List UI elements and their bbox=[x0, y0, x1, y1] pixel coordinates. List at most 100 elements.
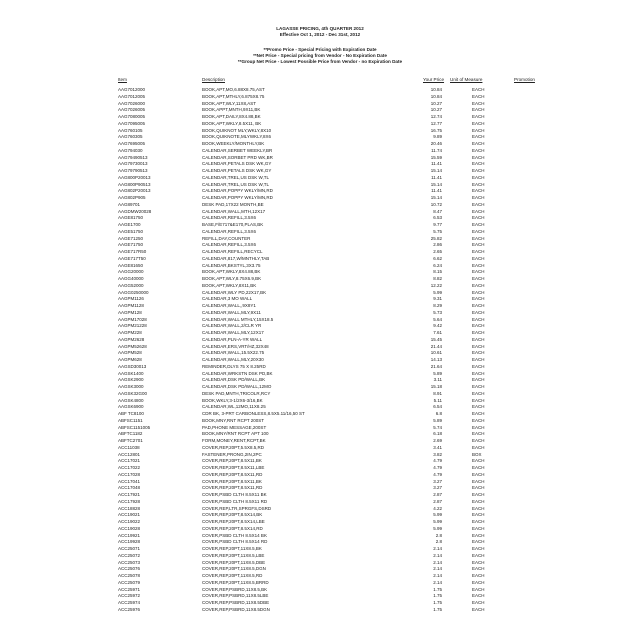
table-row: AAGSK1400 CALENDAR,WRKSTN DSK PD,BK 5.89 EA… bbox=[0, 371, 640, 378]
table-row: AAGSD30013 REMINDER,DLYS 75 X 8.25RD 21.64… bbox=[0, 364, 640, 371]
unit-of-measure: EACH bbox=[472, 215, 485, 221]
table-row: AAG7080005 BOOK,APT,DAILY,8X4.88,BK 12.74 E… bbox=[0, 114, 640, 121]
unit-of-measure: EACH bbox=[472, 586, 485, 592]
item-description: BOOK,APT,WLY,8.75X6.9,BK bbox=[202, 276, 262, 281]
table-row: AAG7012005 BOOK,APT,MTHLY,6.875X8.75 10.84… bbox=[0, 94, 640, 101]
unit-of-measure: EACH bbox=[472, 390, 485, 396]
item-description: BOOK,APT,MO,6.88X8.75,AST bbox=[202, 87, 265, 92]
unit-of-measure: EACH bbox=[472, 559, 485, 565]
table-row: ACC17028 COVER,REP,20PT,8.5X11,RD 4.79 EACH bbox=[0, 472, 640, 479]
item-number: ACC25976 bbox=[118, 606, 141, 612]
item-number: ACC17021 bbox=[118, 458, 141, 464]
item-description: CALENDAR,WL,12MO,11X8.25 bbox=[202, 404, 266, 410]
unit-of-measure: EACH bbox=[472, 505, 485, 511]
unit-of-measure: EACH bbox=[472, 147, 485, 153]
unit-of-measure: EACH bbox=[472, 431, 485, 437]
table-row: AAG79730013 CALENDAR,PETALS DSK WK,GY 11.4… bbox=[0, 161, 640, 168]
item-number: ACC25073 bbox=[118, 559, 141, 565]
unit-of-measure: EACH bbox=[472, 411, 485, 416]
item-description: COVER,REP,20PT,8.5X11,BK bbox=[202, 478, 262, 484]
item-number: ACC17022 bbox=[118, 465, 141, 470]
item-number: AAGSK4800 bbox=[118, 397, 144, 403]
item-description: COVER,REP,PSBRD,11X8.5LBE bbox=[202, 593, 269, 599]
unit-of-measure: EACH bbox=[472, 188, 485, 194]
item-price: 5.74 bbox=[433, 424, 442, 430]
item-description: CALENDAR,WALL MTHLY,15X18.5 bbox=[202, 316, 274, 322]
unit-of-measure: EACH bbox=[472, 296, 485, 302]
unit-of-measure: EACH bbox=[472, 357, 485, 362]
unit-of-measure: EACH bbox=[472, 93, 485, 99]
item-description: COVER,REP,PSBRD,11X8.5DBE bbox=[202, 600, 270, 605]
table-row: AAG7026005 BOOK,APPT,MNTH,9X11,BK 10.27 EAC… bbox=[0, 107, 640, 114]
unit-of-measure: EACH bbox=[472, 384, 485, 389]
item-price: 15.14 bbox=[430, 181, 442, 187]
unit-of-measure: EACH bbox=[472, 539, 485, 545]
item-price: 2.14 bbox=[433, 552, 442, 558]
item-number: ACC25078 bbox=[118, 573, 141, 578]
item-description: CALENDAR,SORBET PRD WK,BR bbox=[202, 154, 273, 160]
item-number: AAGE81650 bbox=[118, 262, 144, 268]
item-description: COVER,PSBD CLTH 8.5X14 BK bbox=[202, 532, 267, 538]
unit-of-measure: EACH bbox=[472, 107, 485, 113]
item-description: CDR BK, 3-PRT CARBONLESS,8.5X5.11/16,50 … bbox=[202, 411, 305, 416]
item-description: COVER,REP,20PT,8.5X11,LBE bbox=[202, 465, 265, 470]
table-row: AAG89701 DESK PAD,17X22 MONTH,BE 10.72 EACH bbox=[0, 202, 640, 209]
unit-of-measure: EACH bbox=[472, 154, 485, 160]
table-row: ACC17048 COVER,REP,20PT,8.5X11,RD 3.27 EACH bbox=[0, 485, 640, 492]
table-row: AAGSK4800 BOOK,WKLY,3-1/2X6-3/16,BK 5.11 EA… bbox=[0, 398, 640, 405]
item-number: ACC17028 bbox=[118, 471, 141, 477]
item-price: 2.87 bbox=[433, 492, 442, 497]
table-row: AAGPM228 CALENDAR,WALL,MLY,12X17 7.61 EACH bbox=[0, 330, 640, 337]
item-number: ACC19022 bbox=[118, 519, 141, 524]
item-price: 6.18 bbox=[433, 431, 442, 437]
item-price: 2.86 bbox=[433, 242, 442, 248]
table-row: AAGE81650 CALENDAR,BKSTYL,3X3.75 6.24 EACH bbox=[0, 263, 640, 270]
item-description: CALENDAR,TREL,US DSK W,TL bbox=[202, 174, 270, 180]
item-price: 21.64 bbox=[430, 363, 442, 369]
unit-of-measure: EACH bbox=[472, 444, 485, 450]
item-price: 9.42 bbox=[433, 323, 442, 329]
unit-of-measure: EACH bbox=[472, 532, 485, 538]
item-number: AAG760305 bbox=[118, 134, 143, 140]
item-price: 5.75 bbox=[433, 228, 442, 234]
item-price: 14.13 bbox=[430, 357, 442, 362]
item-price: 9.77 bbox=[433, 222, 442, 227]
item-description: REMINDER,DLYS 75 X 8.25RD bbox=[202, 363, 266, 369]
unit-of-measure: EACH bbox=[472, 336, 485, 342]
table-row: ACC19921 COVER,PSBD CLTH 8.5X14 BK 2.8 EACH bbox=[0, 533, 640, 540]
unit-of-measure: EACH bbox=[472, 397, 485, 403]
item-price: 8.29 bbox=[433, 303, 442, 308]
item-description: COVER,REP,20PT,11X8.5,DGN bbox=[202, 566, 266, 572]
item-price: 1.75 bbox=[433, 606, 442, 612]
table-row: AAG800P20013 CALENDAR,TREL,US DSK W,TL 11.… bbox=[0, 175, 640, 182]
item-number: AAG89701 bbox=[118, 201, 141, 207]
unit-of-measure: EACH bbox=[472, 120, 485, 126]
item-number: ACC19921 bbox=[118, 532, 141, 538]
unit-of-measure: EACH bbox=[472, 309, 485, 315]
table-row: ACC19021 COVER,REP,20PT,8.5X14,BK 5.99 EACH bbox=[0, 512, 640, 519]
item-description: COVER,PSBD CLTH 8.5X14 RD bbox=[202, 539, 268, 545]
column-header-promotion: Promotion bbox=[514, 77, 535, 82]
item-number: ACC19028 bbox=[118, 525, 141, 531]
item-number: AAGPM17028 bbox=[118, 316, 147, 322]
unit-of-measure: EACH bbox=[472, 235, 485, 241]
table-row: AAG7026000 BOOK,APT,WLY,11X8,AST 10.27 EACH bbox=[0, 101, 640, 108]
item-description: REFILL,DAY,COUNTER bbox=[202, 235, 251, 241]
note-group-net-price: **Group Net Price - Lowest Possible Pric… bbox=[237, 59, 403, 64]
item-description: COVER,REP,PSBRD,11X8.5DGN bbox=[202, 606, 270, 612]
item-number: AAGSK1400 bbox=[118, 370, 144, 376]
unit-of-measure: EACH bbox=[472, 438, 485, 443]
unit-of-measure: EACH bbox=[472, 370, 485, 376]
item-description: COVER,REP,20PT,11X8.5,BK bbox=[202, 546, 262, 551]
item-description: BOOK,APT,WKLY,8.5X11, BK bbox=[202, 120, 262, 126]
unit-of-measure: EACH bbox=[472, 127, 485, 133]
item-number: ACC12801 bbox=[118, 451, 141, 457]
item-number: ACC25071 bbox=[118, 546, 141, 551]
unit-of-measure: EACH bbox=[472, 161, 485, 167]
unit-of-measure: EACH bbox=[472, 471, 485, 477]
item-description: CALENDAR,TREL,US DSK W,TL bbox=[202, 181, 270, 187]
item-description: COVER,REP,20PT,8.5X14,LBE bbox=[202, 519, 265, 524]
table-row: AAG800P90513 CALENDAR,TREL,US DSK W,TL 15.… bbox=[0, 182, 640, 189]
item-price: 6.53 bbox=[433, 215, 442, 221]
item-description: COVER,REP,20PT,8.5X11,RD bbox=[202, 471, 263, 477]
